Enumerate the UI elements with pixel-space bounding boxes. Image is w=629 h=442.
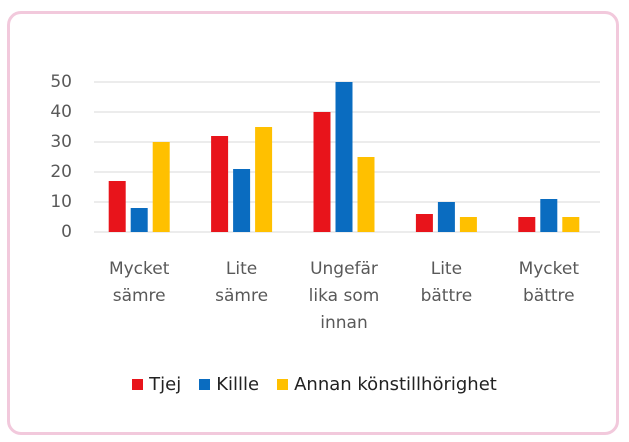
legend-swatch xyxy=(277,379,289,390)
bar xyxy=(335,82,353,232)
bar xyxy=(415,214,433,232)
bar xyxy=(562,217,580,232)
y-tick-label: 0 xyxy=(61,222,72,242)
bar xyxy=(130,208,148,232)
legend-item: Tjej xyxy=(132,374,181,395)
bar xyxy=(255,127,273,232)
legend-swatch xyxy=(199,379,211,390)
x-tick-label: Lite sämre xyxy=(215,259,269,306)
y-tick-label: 40 xyxy=(50,102,72,122)
bar xyxy=(437,202,455,232)
bar xyxy=(233,169,251,232)
legend-label: Tjej xyxy=(149,374,182,395)
bar xyxy=(108,181,126,232)
legend: Tjej Killle Annan könstillhörighet xyxy=(0,374,629,395)
legend-swatch xyxy=(132,379,144,390)
y-tick-label: 30 xyxy=(50,132,72,152)
bar xyxy=(357,157,375,232)
bar xyxy=(518,217,536,232)
card xyxy=(7,11,619,435)
legend-label: Killle xyxy=(216,374,260,395)
y-tick-label: 20 xyxy=(50,162,72,182)
legend-item: Killle xyxy=(199,374,259,395)
y-tick-label: 50 xyxy=(50,72,72,92)
x-tick-label: Mycket bättre xyxy=(518,259,580,306)
legend-item: Annan könstillhörighet xyxy=(277,374,497,395)
bar xyxy=(540,199,558,232)
x-tick-label: Ungefär lika som innan xyxy=(308,259,380,333)
x-tick-label: Lite bättre xyxy=(420,259,473,306)
bar xyxy=(152,142,170,232)
y-tick-label: 10 xyxy=(50,192,72,212)
legend-label: Annan könstillhörighet xyxy=(294,374,497,395)
bar xyxy=(313,112,331,232)
x-tick-label: Mycket sämre xyxy=(108,259,170,306)
bar xyxy=(211,136,229,232)
bar xyxy=(459,217,477,232)
